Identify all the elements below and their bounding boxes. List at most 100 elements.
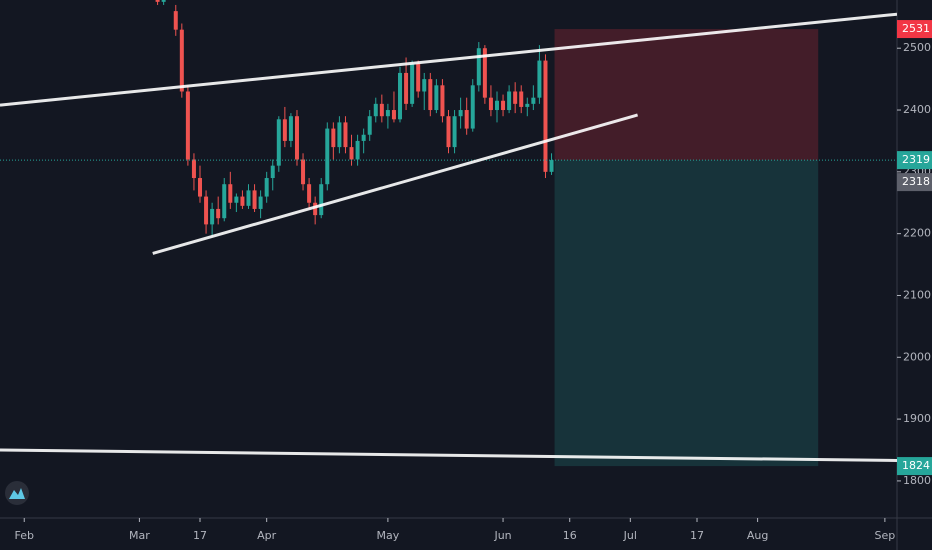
x-tick-label: Apr (257, 529, 277, 542)
candle-body (452, 116, 457, 148)
price-label-bg (897, 457, 932, 476)
candle-body (440, 85, 445, 117)
trend-line (152, 113, 639, 255)
candle-body (252, 190, 257, 209)
candle-body (198, 178, 203, 197)
candle-body (531, 97, 536, 104)
candle-body (537, 60, 542, 98)
candle-body (385, 110, 390, 117)
y-tick-label: 1900 (903, 412, 931, 425)
candle-body (307, 184, 312, 203)
candle-body (204, 196, 209, 225)
candle-body (258, 196, 263, 209)
y-tick-label: 2000 (903, 350, 931, 363)
price-label: 2319 (902, 153, 930, 166)
x-tick-label: 16 (563, 529, 577, 542)
candle-body (185, 91, 190, 160)
price-label: 1824 (902, 459, 930, 472)
x-tick-label: Aug (747, 529, 768, 542)
candle-body (373, 103, 378, 117)
candle-body (234, 196, 239, 203)
candle-body (470, 85, 475, 129)
price-label: 2531 (902, 22, 930, 35)
candle-body (337, 122, 342, 148)
candle-body (525, 103, 530, 107)
candle-body (482, 48, 487, 98)
plot-area (0, 0, 897, 467)
x-tick-label: 17 (193, 529, 207, 542)
x-tick-label: 17 (690, 529, 704, 542)
candle-body (488, 97, 493, 111)
trend-line (0, 448, 897, 463)
candle-body (398, 72, 403, 120)
stop-zone (554, 29, 819, 161)
target-zone (554, 160, 819, 467)
candle-body (464, 110, 469, 129)
candle-body (288, 116, 293, 141)
x-tick-label: Jul (623, 529, 637, 542)
candle-body (210, 208, 215, 225)
candle-body (331, 128, 336, 148)
candle-body (246, 190, 251, 206)
candle-body (549, 160, 554, 172)
y-tick-label: 2100 (903, 288, 931, 301)
candle-body (543, 60, 548, 172)
candle-body (191, 159, 196, 179)
candle-body (476, 48, 481, 86)
x-tick-label: Feb (15, 529, 34, 542)
candle-body (179, 29, 184, 92)
candle-body (319, 184, 324, 216)
price-label-bg (897, 151, 932, 170)
logo[interactable] (5, 481, 29, 505)
candle-body (434, 85, 439, 111)
y-tick-label: 2500 (903, 41, 931, 54)
candle-body (379, 103, 384, 117)
candle-body (301, 159, 306, 185)
x-tick-label: Mar (129, 529, 150, 542)
candle-body (391, 110, 396, 120)
x-tick-label: Jun (493, 529, 511, 542)
candle-body (349, 147, 354, 160)
candle-body (519, 91, 524, 107)
candle-body (422, 79, 427, 92)
candle-body (313, 202, 318, 216)
candle-body (325, 128, 330, 185)
candle-body (240, 196, 245, 206)
candle-body (513, 91, 518, 104)
candle-body (404, 72, 409, 104)
trend-line (0, 12, 897, 107)
candle-body (446, 116, 451, 148)
candle-body (282, 119, 287, 141)
candle-body (361, 134, 366, 141)
y-tick-label: 1800 (903, 474, 931, 487)
candle-body (367, 116, 372, 135)
candle-body (216, 208, 221, 219)
y-tick-label: 2400 (903, 103, 931, 116)
candle-body (161, 0, 166, 2)
candle-body (428, 79, 433, 111)
price-label-bg (897, 20, 932, 39)
price-label: 2318 (902, 175, 930, 188)
candle-body (276, 119, 281, 166)
candle-body (173, 11, 178, 30)
x-tick-label: Sep (875, 529, 896, 542)
candle-body (264, 178, 269, 197)
candle-body (222, 184, 227, 219)
price-label-bg (897, 173, 932, 192)
candle-body (501, 100, 506, 111)
candle-body (228, 184, 233, 203)
candle-body (494, 100, 499, 111)
candle-body (343, 122, 348, 148)
candle-body (507, 91, 512, 111)
candle-body (458, 110, 463, 117)
candle-body (294, 116, 299, 160)
x-tick-label: May (377, 529, 400, 542)
candle-body (355, 140, 360, 160)
candle-body (155, 0, 160, 2)
candle-body (270, 165, 275, 179)
y-tick-label: 2200 (903, 227, 931, 240)
candle-body (410, 63, 415, 104)
